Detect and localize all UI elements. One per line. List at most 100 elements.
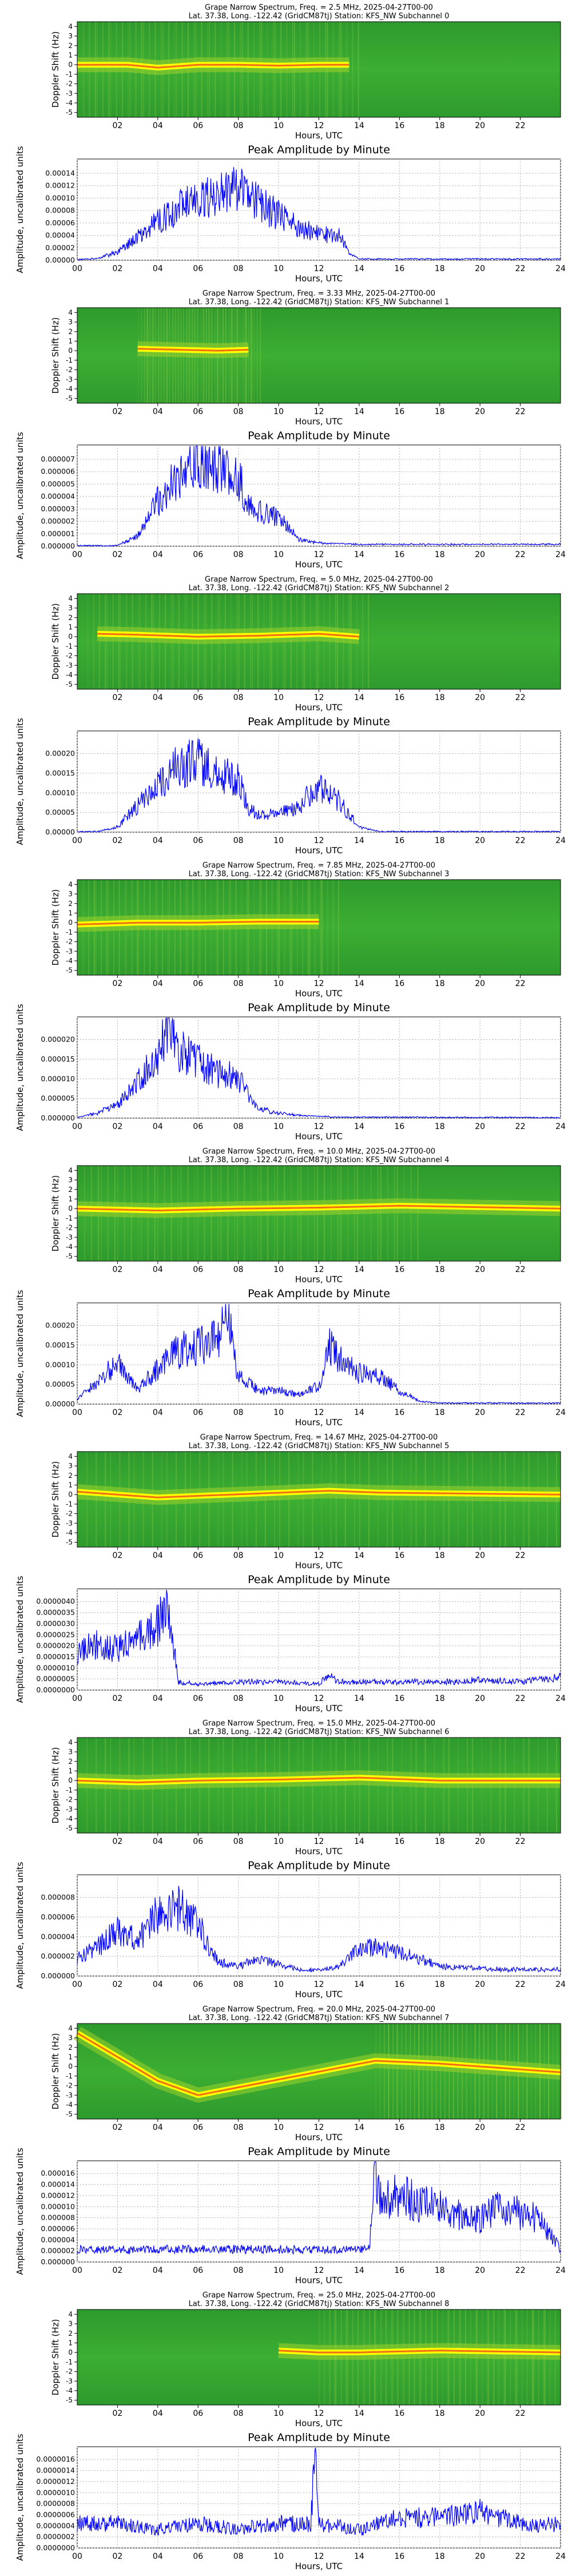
heatmap-streak [392, 2024, 394, 2119]
heatmap-streak [253, 308, 255, 403]
line-xlabel: Hours, UTC [295, 1989, 343, 1999]
line-ylabel: Amplitude, uncalibrated units [15, 146, 25, 273]
heatmap-streak [375, 2024, 377, 2119]
heatmap-streak [396, 2024, 398, 2119]
line-ytick-label: 0.000002 [41, 517, 75, 526]
line-xtick-label: 06 [193, 550, 203, 559]
heatmap-xtick-label: 22 [515, 121, 526, 130]
heatmap-xtick-label: 14 [354, 407, 364, 416]
heatmap-xtick-label: 02 [113, 693, 123, 702]
heatmap-ytick-label: -3 [66, 2377, 73, 2385]
heatmap-streak [431, 2024, 433, 2119]
heatmap-title: Grape Narrow Spectrum, Freq. = 10.0 MHz,… [202, 1147, 435, 1156]
heatmap-xtick-label: 14 [354, 1551, 364, 1560]
heatmap-xlabel: Hours, UTC [295, 2418, 343, 2428]
heatmap-ytick-label: 4 [68, 1166, 73, 1174]
line-ytick-label: 0.00006 [45, 218, 75, 227]
heatmap-streak [403, 1166, 405, 1261]
heatmap-ytick-label: -5 [66, 2396, 73, 2404]
heatmap-ytick-label: 1 [68, 1195, 73, 1203]
heatmap-xtick-label: 18 [435, 1551, 445, 1560]
line-xtick-label: 02 [113, 1122, 123, 1131]
heatmap-xtick-label: 06 [193, 407, 203, 416]
line-ytick-label: 0.00020 [45, 1321, 75, 1330]
line-ytick-label: 0.000006 [41, 2224, 75, 2233]
line-xtick-label: 00 [72, 1694, 82, 1703]
line-ytick-label: 0.000002 [41, 1952, 75, 1961]
heatmap-ytick-label: 0 [68, 1204, 73, 1213]
heatmap-xtick-label: 18 [435, 2409, 445, 2418]
heatmap-streak [77, 1452, 78, 1547]
heatmap-streak [93, 594, 94, 689]
heatmap-ytick-label: 3 [68, 604, 73, 612]
line-ytick-label: 0.000000 [41, 1971, 75, 1980]
line-xtick-label: 14 [354, 2266, 364, 2275]
heatmap-ytick-label: 1 [68, 2053, 73, 2061]
line-ytick-label: 0.000000 [41, 1114, 75, 1122]
heatmap-xtick-label: 12 [314, 121, 324, 130]
heatmap-xtick-label: 20 [475, 693, 485, 702]
heatmap-streak [87, 594, 89, 689]
heatmap-ytick-label: 2 [68, 1186, 73, 1194]
heatmap-ytick-label: -4 [66, 2101, 73, 2109]
heatmap-ytick-label: -2 [66, 2368, 73, 2376]
heatmap-ytick-label: -3 [66, 1233, 73, 1241]
heatmap-subtitle: Lat. 37.38, Long. -122.42 (GridCM87tj) S… [189, 870, 450, 878]
heatmap-xtick-label: 20 [475, 2409, 485, 2418]
heatmap-xtick-label: 02 [113, 1265, 123, 1274]
line-xtick-label: 10 [273, 2266, 284, 2275]
heatmap-xtick-label: 22 [515, 2409, 526, 2418]
line-xtick-label: 04 [153, 550, 163, 559]
amplitude-series-line [77, 2447, 561, 2536]
heatmap-xtick-label: 06 [193, 121, 203, 130]
heatmap-ytick-label: -3 [66, 1519, 73, 1527]
heatmap-xtick-label: 08 [233, 693, 244, 702]
heatmap-ytick-label: -5 [66, 681, 73, 689]
line-xtick-label: 16 [394, 2552, 404, 2561]
line-xlabel: Hours, UTC [295, 1703, 343, 1714]
heatmap-title: Grape Narrow Spectrum, Freq. = 7.85 MHz,… [202, 861, 435, 870]
heatmap-ytick-label: -4 [66, 2387, 73, 2395]
line-xtick-label: 04 [153, 1408, 163, 1417]
heatmap-streak [561, 2024, 562, 2119]
line-xtick-label: 02 [113, 836, 123, 845]
line-ylabel: Amplitude, uncalibrated units [15, 432, 25, 559]
heatmap-streak [335, 1452, 337, 1547]
heatmap-xtick-label: 04 [153, 1265, 163, 1274]
heatmap-xtick-label: 16 [394, 2409, 404, 2418]
line-ytick-label: 0.00020 [45, 749, 75, 758]
heatmap-xtick-label: 04 [153, 2123, 163, 2132]
line-xtick-label: 08 [233, 1694, 244, 1703]
line-xtick-label: 20 [475, 1980, 485, 1989]
doppler-trace [77, 1776, 561, 1783]
heatmap-ytick-label: -5 [66, 2110, 73, 2118]
heatmap-xtick-label: 08 [233, 121, 244, 130]
heatmap-ytick-label: -4 [66, 385, 73, 393]
line-title: Peak Amplitude by Minute [248, 430, 390, 442]
heatmap-ytick-label: -5 [66, 1539, 73, 1547]
heatmap-streak [338, 880, 340, 975]
line-xtick-label: 20 [475, 550, 485, 559]
heatmap-ytick-label: -4 [66, 1529, 73, 1537]
heatmap-streak [431, 2024, 432, 2119]
heatmap-ytick-label: -4 [66, 671, 73, 679]
line-title: Peak Amplitude by Minute [248, 715, 390, 728]
heatmap-xtick-label: 02 [113, 2409, 123, 2418]
line-xtick-label: 24 [555, 836, 566, 845]
line-xtick-label: 24 [555, 1980, 566, 1989]
line-xtick-label: 24 [555, 1408, 566, 1417]
heatmap-streak [99, 594, 101, 689]
heatmap-xtick-label: 16 [394, 1551, 404, 1560]
heatmap-ylabel: Doppler Shift (Hz) [50, 889, 61, 966]
line-xtick-label: 18 [435, 2266, 445, 2275]
line-xtick-label: 12 [314, 2552, 324, 2561]
line-xtick-label: 02 [113, 264, 123, 273]
heatmap-xtick-label: 06 [193, 1837, 203, 1846]
heatmap-subtitle: Lat. 37.38, Long. -122.42 (GridCM87tj) S… [189, 298, 450, 307]
heatmap-ytick-label: -3 [66, 375, 73, 383]
amplitude-series-line [77, 738, 561, 833]
line-xtick-label: 22 [515, 2266, 526, 2275]
line-xtick-label: 06 [193, 1408, 203, 1417]
heatmap-subtitle: Lat. 37.38, Long. -122.42 (GridCM87tj) S… [189, 2300, 450, 2308]
